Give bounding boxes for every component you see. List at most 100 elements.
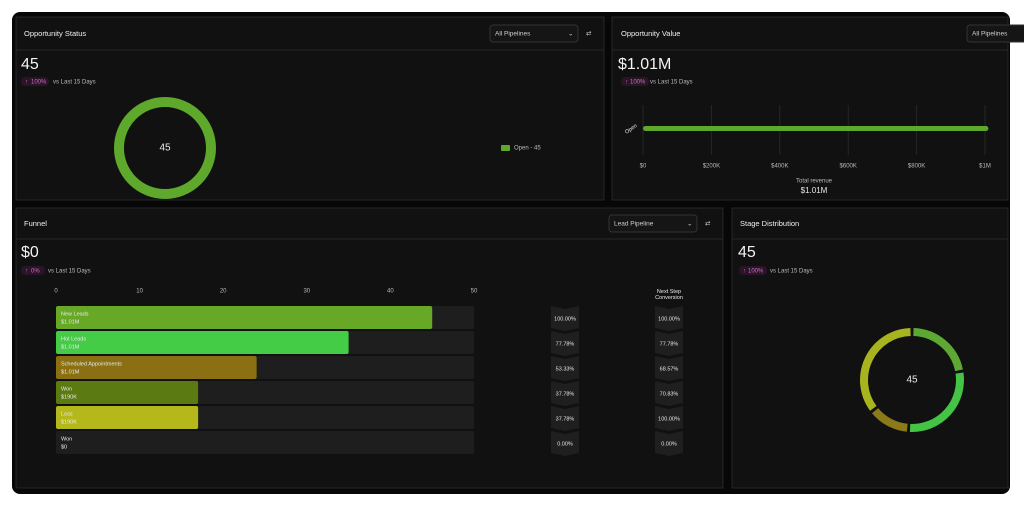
panel bbox=[15, 16, 605, 201]
arrow: ↑ bbox=[743, 269, 746, 275]
bar bbox=[643, 126, 989, 131]
arrow: ↑ bbox=[625, 80, 628, 86]
bar-label: Scheduled Appointments bbox=[61, 361, 122, 367]
column-value: 37.78% bbox=[556, 391, 575, 397]
x-tick-label: $0 bbox=[640, 164, 647, 170]
dropdown-caret: ⌄ bbox=[568, 31, 573, 38]
legend-swatch bbox=[501, 145, 510, 151]
bar-label: New Leads bbox=[61, 311, 89, 317]
panel-title: Stage Distribution bbox=[740, 219, 799, 228]
bar-amount: $0 bbox=[61, 444, 67, 450]
column-value: 53.33% bbox=[556, 366, 575, 372]
donut-center: 45 bbox=[906, 375, 918, 386]
panel-title: Opportunity Status bbox=[24, 29, 86, 38]
dropdown-label[interactable]: All Pipelines bbox=[495, 31, 531, 38]
kpi: 45 bbox=[21, 56, 39, 73]
bar-amount: $1.01M bbox=[61, 319, 80, 325]
column-value: 0.00% bbox=[557, 441, 573, 447]
panel-title: Opportunity Value bbox=[621, 29, 680, 38]
arrow: ↑ bbox=[25, 80, 28, 86]
donut-segment bbox=[909, 372, 964, 432]
donut-segment bbox=[913, 328, 963, 372]
dropdown-caret: ⌄ bbox=[687, 221, 692, 228]
x-tick-label: $600K bbox=[840, 164, 857, 170]
column-cell bbox=[551, 381, 579, 406]
bar bbox=[56, 306, 433, 329]
dropdown[interactable] bbox=[489, 24, 579, 43]
swap-icon[interactable]: ⇄ bbox=[705, 221, 711, 228]
dropdown-label[interactable]: All Pipelines bbox=[972, 31, 1008, 38]
column-cell bbox=[551, 306, 579, 331]
x-tick-label: 30 bbox=[303, 289, 310, 295]
bar-label: Won bbox=[61, 436, 72, 442]
donut-center: 45 bbox=[159, 143, 171, 154]
total-value: $1.01M bbox=[801, 186, 828, 195]
change-badge bbox=[21, 266, 45, 275]
bar-amount: $1.01M bbox=[61, 369, 80, 375]
column-value: 70.83% bbox=[660, 391, 679, 397]
change-badge bbox=[21, 77, 49, 86]
x-tick-label: $800K bbox=[908, 164, 925, 170]
change-badge bbox=[739, 266, 767, 275]
column-cell bbox=[655, 331, 683, 356]
bar-label: Hot Leads bbox=[61, 336, 86, 342]
comparison: vs Last 15 Days bbox=[770, 269, 813, 275]
legend-label: Open - 45 bbox=[514, 146, 541, 152]
axis-label: Total revenue bbox=[796, 179, 833, 185]
bar-label: Loss bbox=[61, 411, 73, 417]
comparison: vs Last 15 Days bbox=[650, 80, 693, 86]
x-tick-label: 40 bbox=[387, 289, 394, 295]
x-tick-label: 50 bbox=[471, 289, 478, 295]
x-tick-label: 0 bbox=[54, 289, 58, 295]
column-value: 77.78% bbox=[660, 341, 679, 347]
column-value: 100.00% bbox=[554, 316, 576, 322]
arrow: ↑ bbox=[25, 269, 28, 275]
change: 100% bbox=[630, 80, 646, 86]
panel bbox=[611, 16, 1009, 201]
x-tick-label: $1M bbox=[979, 164, 991, 170]
column-cell bbox=[551, 431, 579, 456]
column-value: 100.00% bbox=[658, 316, 680, 322]
panel-title: Funnel bbox=[24, 219, 47, 228]
column-cell bbox=[655, 381, 683, 406]
dropdown-label[interactable]: Lead Pipeline bbox=[614, 221, 654, 228]
column-value: 100.00% bbox=[658, 416, 680, 422]
x-tick-label: $200K bbox=[703, 164, 720, 170]
change: 100% bbox=[31, 80, 47, 86]
swap-icon[interactable]: ⇄ bbox=[586, 31, 592, 38]
column-cell bbox=[551, 356, 579, 381]
column-value: 0.00% bbox=[661, 441, 677, 447]
bar bbox=[56, 331, 349, 354]
change: 100% bbox=[748, 269, 764, 275]
bar-amount: $190K bbox=[61, 394, 77, 400]
donut-segment bbox=[860, 328, 911, 411]
change-badge bbox=[621, 77, 649, 86]
kpi: 45 bbox=[738, 244, 756, 261]
column-cell bbox=[655, 306, 683, 331]
kpi: $1.01M bbox=[618, 56, 671, 73]
column-cell bbox=[551, 331, 579, 356]
column-cell bbox=[655, 431, 683, 456]
x-tick-label: 20 bbox=[220, 289, 227, 295]
bar-track bbox=[56, 431, 474, 454]
x-tick-label: $400K bbox=[771, 164, 788, 170]
donut-ring bbox=[114, 97, 216, 199]
dropdown[interactable] bbox=[608, 214, 698, 233]
x-tick-label: 10 bbox=[136, 289, 143, 295]
comparison: vs Last 15 Days bbox=[48, 269, 91, 275]
column-cell bbox=[655, 356, 683, 381]
bar-amount: $190K bbox=[61, 419, 77, 425]
kpi: $0 bbox=[21, 244, 39, 261]
column-title: Next Step Conversion bbox=[655, 289, 683, 301]
column-value: 37.78% bbox=[556, 416, 575, 422]
bar-label: Won bbox=[61, 386, 72, 392]
bar bbox=[56, 381, 199, 404]
bar bbox=[56, 406, 199, 429]
change: 0% bbox=[31, 269, 40, 275]
comparison: vs Last 15 Days bbox=[53, 80, 96, 86]
panel bbox=[731, 207, 1009, 489]
donut-segment bbox=[872, 407, 908, 432]
dropdown[interactable] bbox=[966, 24, 1024, 43]
